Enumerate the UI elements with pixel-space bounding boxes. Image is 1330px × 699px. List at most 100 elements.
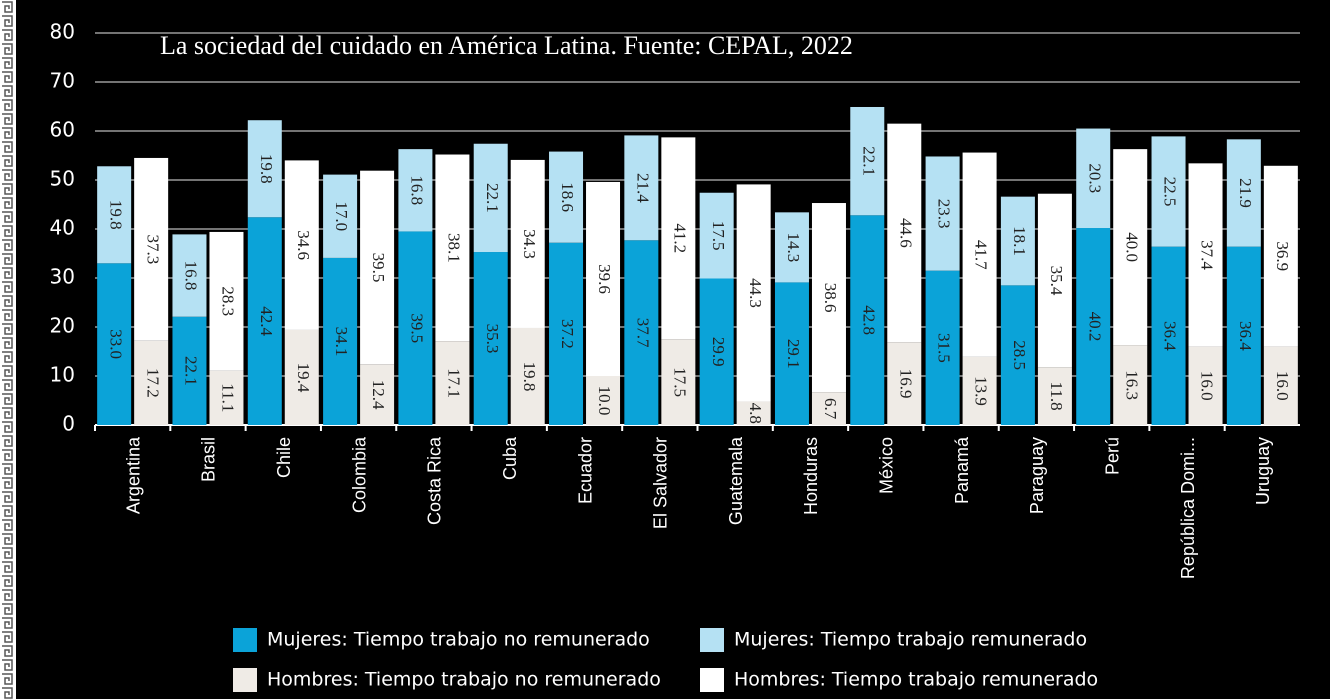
x-tick-label: México xyxy=(877,437,897,494)
value-label: 19.8 xyxy=(520,362,539,392)
value-label: 10.0 xyxy=(595,386,614,416)
legend-swatch xyxy=(700,668,724,692)
legend-swatch xyxy=(233,668,257,692)
value-label: 21.4 xyxy=(633,173,652,203)
y-tick-label: 50 xyxy=(50,167,75,191)
x-tick-label: El Salvador xyxy=(651,437,671,529)
value-label: 29.1 xyxy=(784,339,803,369)
value-label: 17.1 xyxy=(445,368,464,398)
y-tick-label: 30 xyxy=(50,265,75,289)
value-label: 35.3 xyxy=(483,324,502,354)
value-label: 4.8 xyxy=(746,403,765,424)
value-label: 22.1 xyxy=(859,146,878,176)
x-tick-label: Brasil xyxy=(199,437,219,482)
value-label: 37.4 xyxy=(1198,240,1217,270)
value-label: 41.7 xyxy=(972,240,991,270)
value-label: 16.9 xyxy=(896,369,915,399)
value-label: 38.1 xyxy=(445,233,464,263)
x-tick-label: Panamá xyxy=(952,436,972,504)
border-pattern xyxy=(0,0,16,699)
value-label: 19.8 xyxy=(106,200,125,230)
value-label: 18.6 xyxy=(558,182,577,212)
y-tick-label: 60 xyxy=(50,118,75,142)
y-tick-label: 0 xyxy=(62,412,75,436)
value-label: 28.5 xyxy=(1010,340,1029,370)
x-tick-label: Ecuador xyxy=(575,437,595,504)
value-label: 39.5 xyxy=(369,253,388,283)
value-label: 38.6 xyxy=(821,283,840,313)
value-label: 34.1 xyxy=(332,327,351,357)
value-label: 22.5 xyxy=(1161,177,1180,207)
value-label: 36.4 xyxy=(1161,321,1180,351)
legend-swatch xyxy=(233,628,257,652)
legend-label: Mujeres: Tiempo trabajo remunerado xyxy=(734,629,1087,651)
value-label: 16.8 xyxy=(408,175,427,205)
chart-title: La sociedad del cuidado en América Latin… xyxy=(160,31,853,60)
x-tick-label: República Domi... xyxy=(1178,437,1198,579)
value-label: 42.8 xyxy=(859,305,878,335)
y-tick-label: 20 xyxy=(50,314,75,338)
value-label: 36.4 xyxy=(1236,321,1255,351)
y-tick-label: 10 xyxy=(50,363,75,387)
value-label: 40.0 xyxy=(1122,232,1141,262)
value-label: 31.5 xyxy=(935,333,954,363)
x-tick-label: Chile xyxy=(274,437,294,478)
value-label: 22.1 xyxy=(483,183,502,213)
value-label: 40.2 xyxy=(1085,312,1104,342)
value-label: 44.6 xyxy=(896,218,915,248)
value-label: 14.3 xyxy=(784,233,803,263)
value-label: 28.3 xyxy=(219,286,238,316)
value-label: 22.1 xyxy=(182,356,201,386)
value-label: 18.1 xyxy=(1010,226,1029,256)
value-label: 23.3 xyxy=(935,199,954,229)
value-label: 13.9 xyxy=(972,376,991,406)
y-tick-label: 40 xyxy=(50,216,75,240)
value-label: 29.9 xyxy=(709,337,728,367)
x-tick-label: Guatemala xyxy=(726,436,746,525)
legend-label: Hombres: Tiempo trabajo no remunerado xyxy=(267,669,661,691)
value-label: 37.7 xyxy=(633,318,652,348)
value-label: 17.5 xyxy=(709,221,728,251)
value-label: 33.0 xyxy=(106,329,125,359)
value-label: 17.2 xyxy=(143,368,162,398)
value-label: 34.3 xyxy=(520,229,539,259)
value-label: 37.2 xyxy=(558,319,577,349)
value-label: 12.4 xyxy=(369,380,388,410)
value-label: 21.9 xyxy=(1236,178,1255,208)
value-label: 16.0 xyxy=(1273,371,1292,401)
value-label: 17.0 xyxy=(332,201,351,231)
x-tick-label: Cuba xyxy=(500,436,520,480)
y-tick-label: 80 xyxy=(50,20,75,44)
value-label: 17.5 xyxy=(670,367,689,397)
value-label: 19.8 xyxy=(257,154,276,184)
x-tick-label: Paraguay xyxy=(1027,437,1047,514)
value-label: 41.2 xyxy=(670,223,689,253)
value-label: 16.3 xyxy=(1122,370,1141,400)
value-label: 39.5 xyxy=(408,313,427,343)
value-label: 34.6 xyxy=(294,230,313,260)
legend-label: Hombres: Tiempo trabajo remunerado xyxy=(734,669,1098,691)
value-label: 20.3 xyxy=(1085,163,1104,193)
chart: 0 10 20 30 40 50 60 70 80 Argentina Brasil Chile Col… xyxy=(0,0,1330,699)
x-tick-label: Perú xyxy=(1102,437,1122,475)
value-label: 6.7 xyxy=(821,398,840,420)
x-tick-label: Colombia xyxy=(349,436,369,513)
value-label: 39.6 xyxy=(595,264,614,294)
value-label: 42.4 xyxy=(257,306,276,336)
value-label: 16.0 xyxy=(1198,371,1217,401)
x-tick-label: Honduras xyxy=(801,437,821,515)
value-label: 16.8 xyxy=(182,261,201,291)
legend-label: Mujeres: Tiempo trabajo no remunerado xyxy=(267,629,650,651)
x-tick-label: Uruguay xyxy=(1253,437,1273,505)
x-tick-label: Argentina xyxy=(123,436,143,514)
value-label: 36.9 xyxy=(1273,241,1292,271)
value-label: 11.1 xyxy=(219,383,238,412)
value-label: 11.8 xyxy=(1047,382,1066,411)
value-label: 35.4 xyxy=(1047,266,1066,296)
y-tick-label: 70 xyxy=(50,69,75,93)
x-tick-label: Costa Rica xyxy=(425,436,445,525)
legend-swatch xyxy=(700,628,724,652)
value-label: 19.4 xyxy=(294,363,313,393)
value-label: 44.3 xyxy=(746,278,765,308)
value-label: 37.3 xyxy=(143,234,162,264)
